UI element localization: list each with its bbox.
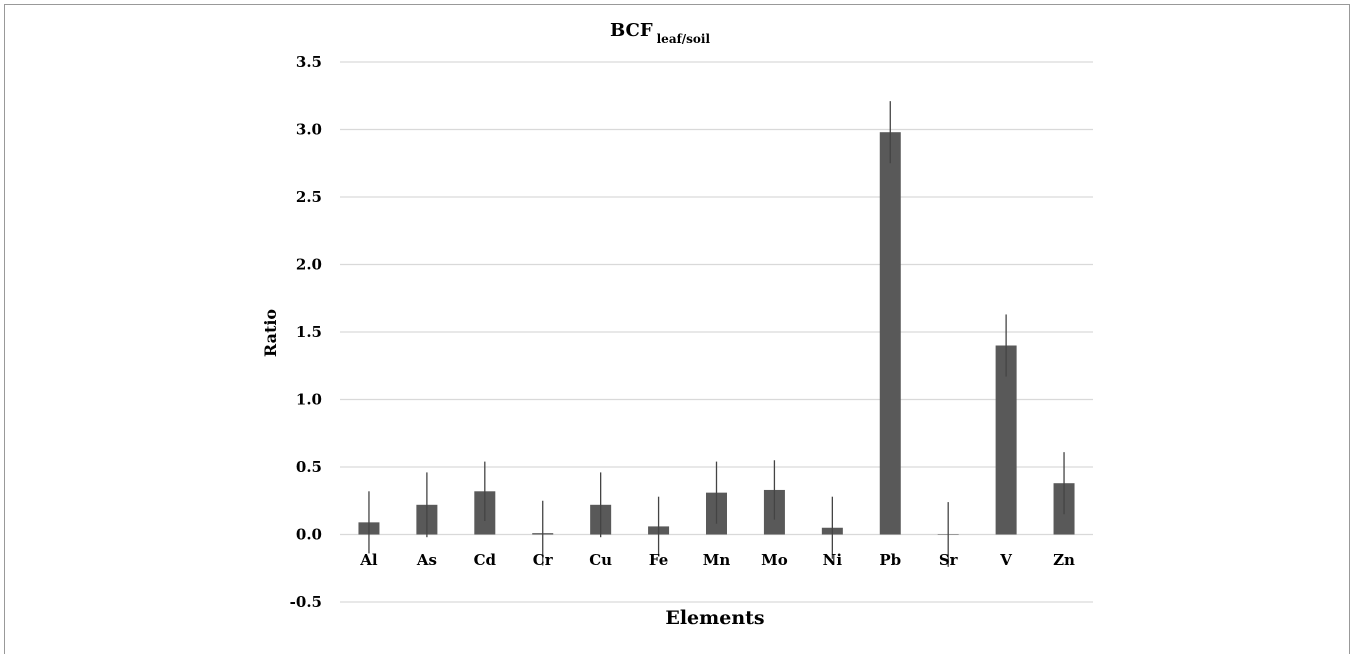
chart-title-subscript: leaf/soil [657,32,711,46]
y-axis-label: Ratio [261,309,280,358]
y-tick-label: 2.5 [296,188,322,206]
chart-title-main: BCF [610,20,653,41]
x-tick-label: V [999,551,1012,569]
x-tick-label: Mn [703,551,731,569]
x-tick-label: Ni [823,551,843,569]
y-tick-label: 0.0 [296,526,322,544]
figure-frame [4,4,1350,654]
y-tick-labels: -0.5 0.0 0.5 1.0 1.5 2.0 2.5 3.0 3.5 [290,53,322,611]
x-tick-label: Sr [939,551,959,569]
x-tick-label: Cd [474,551,497,569]
x-tick-label: Cu [589,551,612,569]
y-tick-label: 1.5 [296,323,322,341]
x-tick-label: Mo [761,551,788,569]
x-axis-label: Elements [665,607,764,629]
bar-v [995,345,1017,535]
y-tick-label: 2.0 [296,256,322,274]
x-tick-label: Al [359,551,378,569]
error-bars [368,101,1065,567]
y-tick-label: 3.0 [296,121,322,139]
x-tick-labels: Al As Cd Cr Cu Fe Mn Mo Ni Pb Sr V Zn [359,551,1075,569]
gridlines [340,61,1093,603]
y-tick-label: 1.0 [296,391,322,409]
x-tick-label: Zn [1053,551,1075,569]
x-tick-label: As [416,551,437,569]
bar-pb [879,132,901,535]
x-tick-label: Cr [533,551,554,569]
y-tick-label: -0.5 [290,593,322,611]
x-tick-label: Pb [879,551,901,569]
chart-title: BCF leaf/soil [610,20,710,46]
x-tick-label: Fe [649,551,668,569]
y-tick-label: 3.5 [296,53,322,71]
y-tick-label: 0.5 [296,458,322,476]
